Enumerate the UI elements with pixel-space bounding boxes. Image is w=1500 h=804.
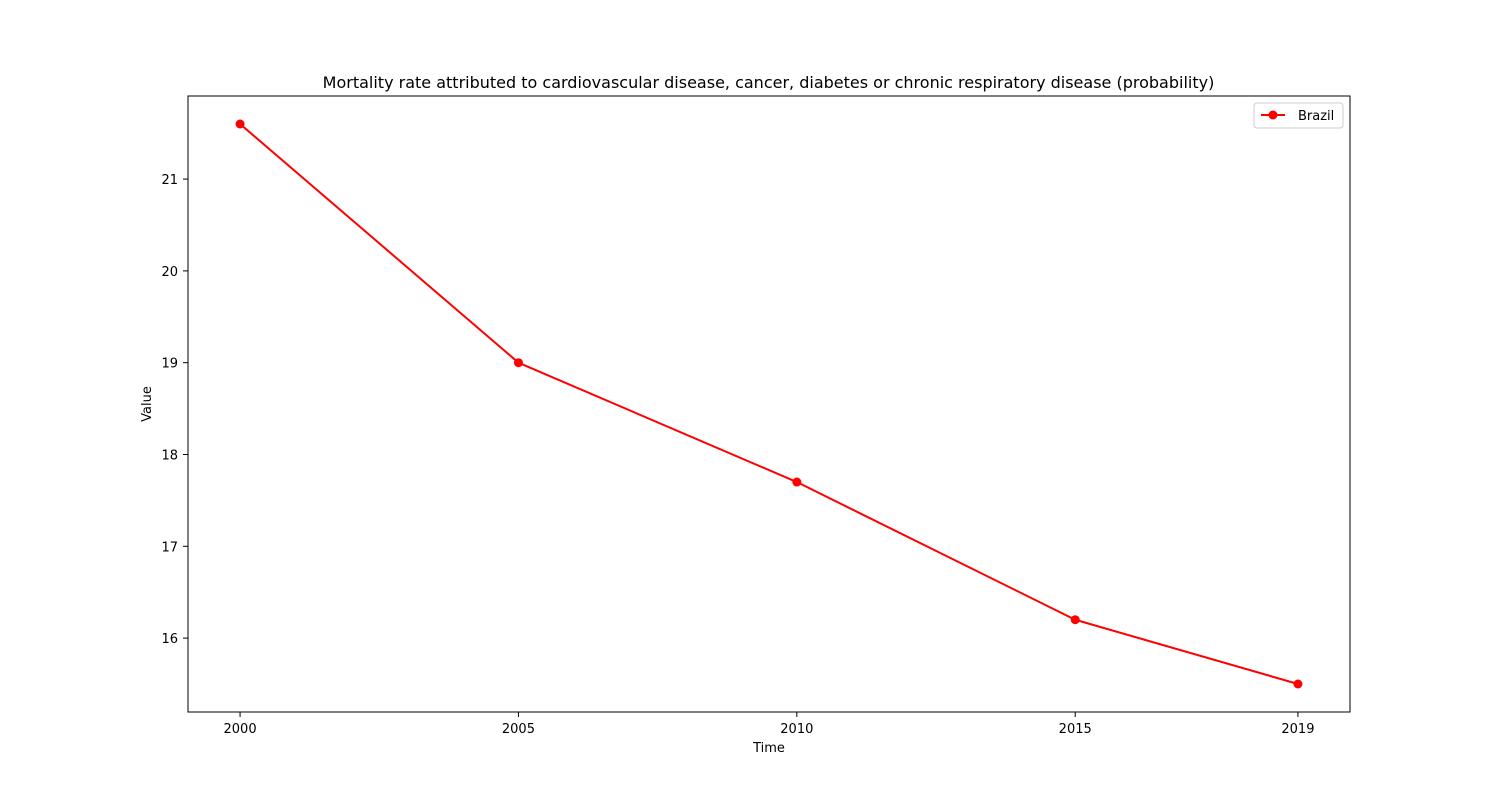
legend-box bbox=[1253, 102, 1344, 129]
x-tick-label: 2019 bbox=[1281, 722, 1314, 737]
x-axis-label: Time bbox=[752, 741, 785, 756]
y-tick-label: 21 bbox=[161, 173, 178, 188]
series-layer bbox=[235, 119, 1303, 689]
y-axis: 16 17 18 19 20 21 bbox=[161, 173, 188, 647]
y-tick-label: 20 bbox=[161, 265, 178, 280]
y-axis-label: Value bbox=[140, 386, 155, 422]
data-point bbox=[792, 477, 802, 487]
chart-title: Mortality rate attributed to cardiovascu… bbox=[323, 73, 1215, 92]
data-point bbox=[513, 358, 523, 368]
data-point bbox=[1070, 615, 1080, 625]
x-axis: 2000 2005 2010 2015 2019 bbox=[224, 712, 1314, 737]
x-tick-label: 2010 bbox=[780, 722, 813, 737]
x-tick-label: 2005 bbox=[502, 722, 535, 737]
legend: Brazil bbox=[1253, 102, 1344, 129]
legend-point-marker bbox=[1268, 110, 1278, 120]
y-tick-label: 17 bbox=[161, 540, 178, 555]
legend-entry-label: Brazil bbox=[1298, 109, 1334, 124]
plot-area-frame bbox=[187, 95, 1351, 713]
x-tick-label: 2000 bbox=[224, 722, 257, 737]
data-point bbox=[235, 119, 245, 129]
y-tick-label: 19 bbox=[161, 357, 178, 372]
y-tick-label: 16 bbox=[161, 632, 178, 647]
y-tick-label: 18 bbox=[161, 448, 178, 463]
x-tick-label: 2015 bbox=[1059, 722, 1092, 737]
data-point bbox=[1293, 679, 1303, 689]
